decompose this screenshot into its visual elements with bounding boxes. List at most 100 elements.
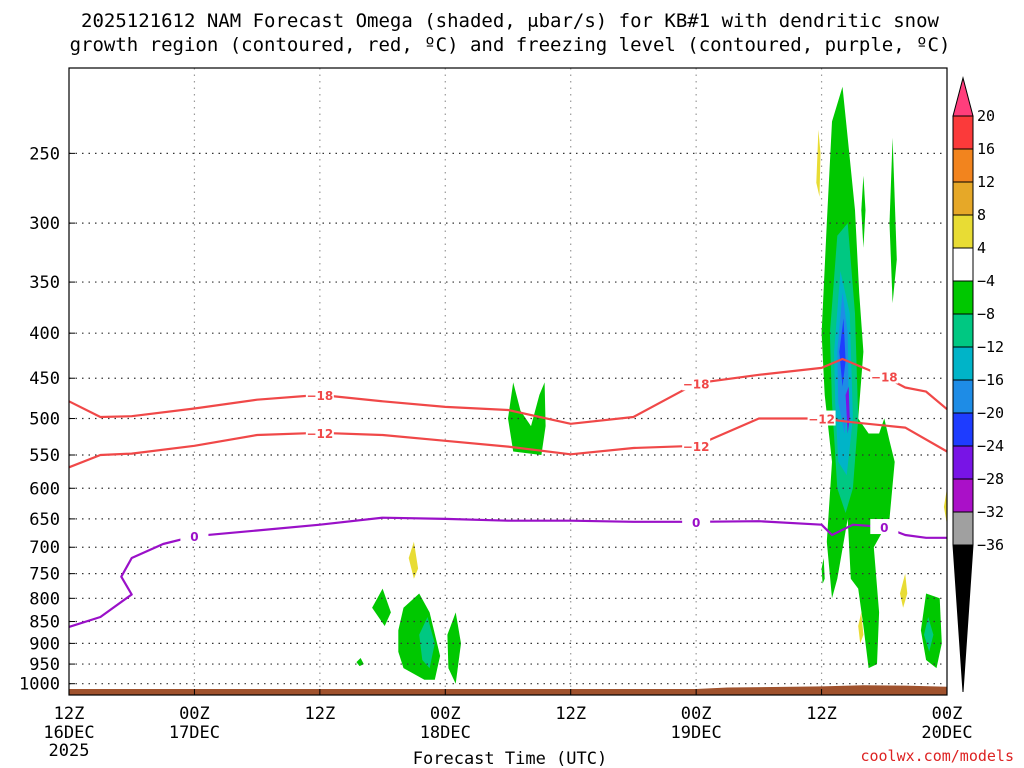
y-tick-label: 650 <box>29 510 60 530</box>
x-tick-date: 16DEC <box>43 723 94 743</box>
y-tick-label: 250 <box>29 144 60 164</box>
omega-region-0 <box>372 588 391 626</box>
contour-label: −12 <box>683 440 710 454</box>
colorbar-cell <box>952 148 974 183</box>
y-tick-label: 700 <box>29 538 60 558</box>
colorbar-cell <box>952 181 974 216</box>
omega-region-16 <box>821 558 825 584</box>
y-tick-label: 900 <box>29 634 60 654</box>
y-tick-label: 950 <box>29 655 60 675</box>
colorbar-label: 8 <box>977 206 986 224</box>
x-tick-time: 00Z <box>430 704 461 724</box>
y-axis: 2503003504004505005506006507007508008509… <box>19 144 75 695</box>
contour-label: −12 <box>306 427 333 441</box>
omega-region-12 <box>839 318 846 387</box>
contour-label-bg <box>870 368 899 384</box>
omega-region-15 <box>889 137 897 304</box>
contour-label-bg <box>305 386 334 402</box>
colorbar-cell <box>952 412 974 447</box>
x-tick-date: 20DEC <box>921 723 972 743</box>
contour-label-bg <box>682 375 711 391</box>
chart-title-line2: growth region (contoured, red, ºC) and f… <box>70 34 951 56</box>
colorbar-label: 16 <box>977 140 995 158</box>
contour-label: −18 <box>871 371 898 385</box>
y-tick-label: 400 <box>29 324 60 344</box>
y-tick-label: 300 <box>29 214 60 234</box>
contour-label: 0 <box>692 516 700 530</box>
contour-lines: −18 −18 −18 −12 −12 −12 0 0 0 <box>68 357 948 628</box>
contour-label-bg <box>305 424 334 440</box>
contour-label-bg <box>682 513 711 529</box>
x-tick-time: 12Z <box>806 704 837 724</box>
y-tick-label: 550 <box>29 446 60 466</box>
colorbar-label: −32 <box>977 503 1004 521</box>
omega-region-7 <box>816 129 821 197</box>
colorbar-cell <box>952 511 974 546</box>
contour-label: 0 <box>190 530 198 544</box>
colorbar-label: 20 <box>977 107 995 125</box>
x-tick-time: 12Z <box>54 704 85 724</box>
colorbar-label: −28 <box>977 470 1004 488</box>
contour-label-bg <box>682 437 711 453</box>
colorbar-label: −4 <box>977 272 995 290</box>
terrain-band <box>69 685 947 695</box>
colorbar-label: −36 <box>977 536 1004 554</box>
x-tick-date: 18DEC <box>420 723 471 743</box>
colorbar-label: −16 <box>977 371 1004 389</box>
x-tick-date: 19DEC <box>671 723 722 743</box>
colorbar-cell <box>952 115 974 150</box>
y-tick-label: 1000 <box>19 675 60 695</box>
y-tick-label: 800 <box>29 589 60 609</box>
y-tick-label: 500 <box>29 410 60 430</box>
x-axis-label: Forecast Time (UTC) <box>413 749 607 768</box>
x-tick-time: 12Z <box>555 704 586 724</box>
y-tick-label: 750 <box>29 565 60 585</box>
omega-shading <box>356 86 947 684</box>
colorbar-label: −8 <box>977 305 995 323</box>
y-tick-label: 600 <box>29 479 60 499</box>
plot-frame <box>68 67 948 696</box>
x-tick-time: 00Z <box>932 704 963 724</box>
x-tick-time: 12Z <box>304 704 335 724</box>
colorbar-label: 4 <box>977 239 986 257</box>
contour-label-bg <box>870 519 899 535</box>
y-tick-label: 850 <box>29 613 60 633</box>
colorbar-label: −24 <box>977 437 1004 455</box>
colorbar-cell <box>952 280 974 315</box>
x-tick-date: 17DEC <box>169 723 220 743</box>
colorbar-label: −12 <box>977 338 1004 356</box>
y-tick-label: 350 <box>29 273 60 293</box>
contour-label-bg <box>807 410 836 426</box>
credit-text: coolwx.com/models <box>860 747 1014 765</box>
omega-region-18 <box>900 573 908 608</box>
terrain-fill <box>69 685 947 695</box>
colorbar-cell <box>952 313 974 348</box>
colorbar-cell <box>952 346 974 381</box>
omega-region-5 <box>419 617 435 669</box>
colorbar-label: 12 <box>977 173 995 191</box>
omega-region-1 <box>408 541 419 579</box>
colorbar-cell <box>952 478 974 513</box>
colorbar-cell <box>952 379 974 414</box>
colorbar-label: −20 <box>977 404 1004 422</box>
colorbar-bottom-arrow <box>952 544 974 693</box>
y-tick-label: 450 <box>29 369 60 389</box>
colorbar-cell <box>952 214 974 249</box>
contour-label: −18 <box>306 389 333 403</box>
colorbar-cell <box>952 247 974 282</box>
contour-label: −12 <box>808 413 835 427</box>
omega-region-17 <box>858 612 864 644</box>
colorbar-cell <box>952 445 974 480</box>
contour-0 <box>68 516 947 628</box>
x-tick-year: 2025 <box>49 741 90 761</box>
contour-label-bg <box>180 528 209 544</box>
omega-region-14 <box>861 175 866 248</box>
omega-region-4 <box>447 612 461 684</box>
x-tick-time: 00Z <box>681 704 712 724</box>
contour-label: −18 <box>683 377 710 391</box>
omega-region-21 <box>943 488 947 525</box>
omega-region-20 <box>924 617 934 652</box>
x-tick-time: 00Z <box>179 704 210 724</box>
